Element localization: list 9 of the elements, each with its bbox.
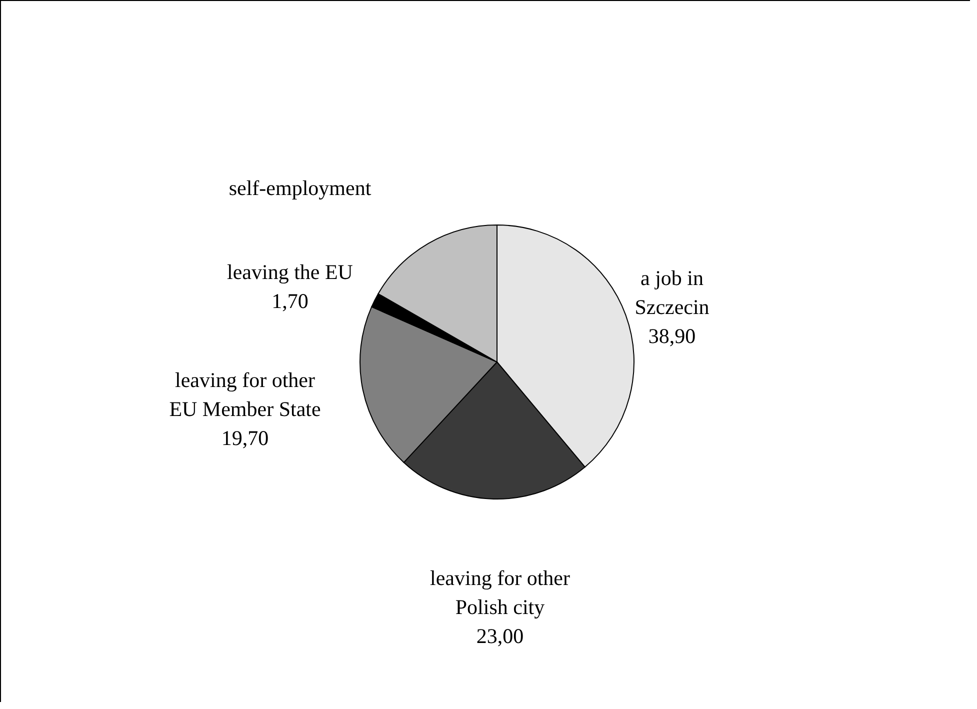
data-label: 1,70 [272, 289, 308, 313]
slice-label: leaving for other Polish city [430, 566, 570, 619]
data-label: 38,90 [648, 324, 696, 348]
slice-label: self-employment [228, 176, 372, 200]
data-label: 23,00 [476, 624, 524, 648]
slice-label: leaving the EU [227, 260, 353, 284]
slice-label: a job in Szczecin [634, 266, 710, 319]
data-label: 19,70 [221, 426, 269, 450]
slice-label: leaving for other EU Member State [169, 368, 321, 421]
